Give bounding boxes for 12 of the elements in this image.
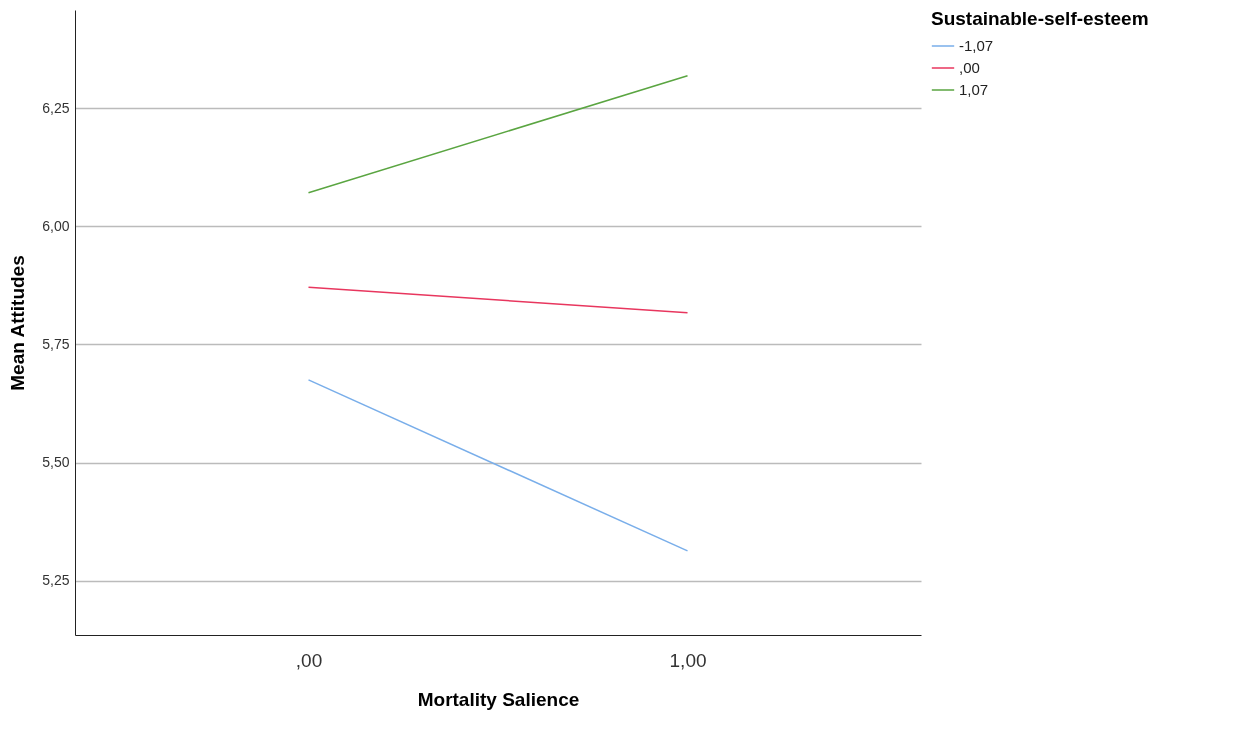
- legend-label: 1,07: [959, 81, 989, 98]
- y-tick-label: 5,50: [42, 454, 70, 471]
- legend-label: -1,07: [959, 37, 994, 54]
- y-tick-label: 6,25: [42, 99, 70, 116]
- x-axis-title: Mortality Salience: [417, 688, 580, 710]
- y-tick-label: 5,25: [42, 572, 70, 589]
- legend-label: ,00: [959, 59, 980, 76]
- y-tick-label: 6,00: [42, 217, 70, 234]
- legend-title: Sustainable-self-esteem: [931, 8, 1149, 29]
- y-axis-title: Mean Attitudes: [7, 255, 29, 391]
- x-tick-label: 1,00: [669, 649, 707, 671]
- y-tick-label: 5,75: [42, 335, 70, 352]
